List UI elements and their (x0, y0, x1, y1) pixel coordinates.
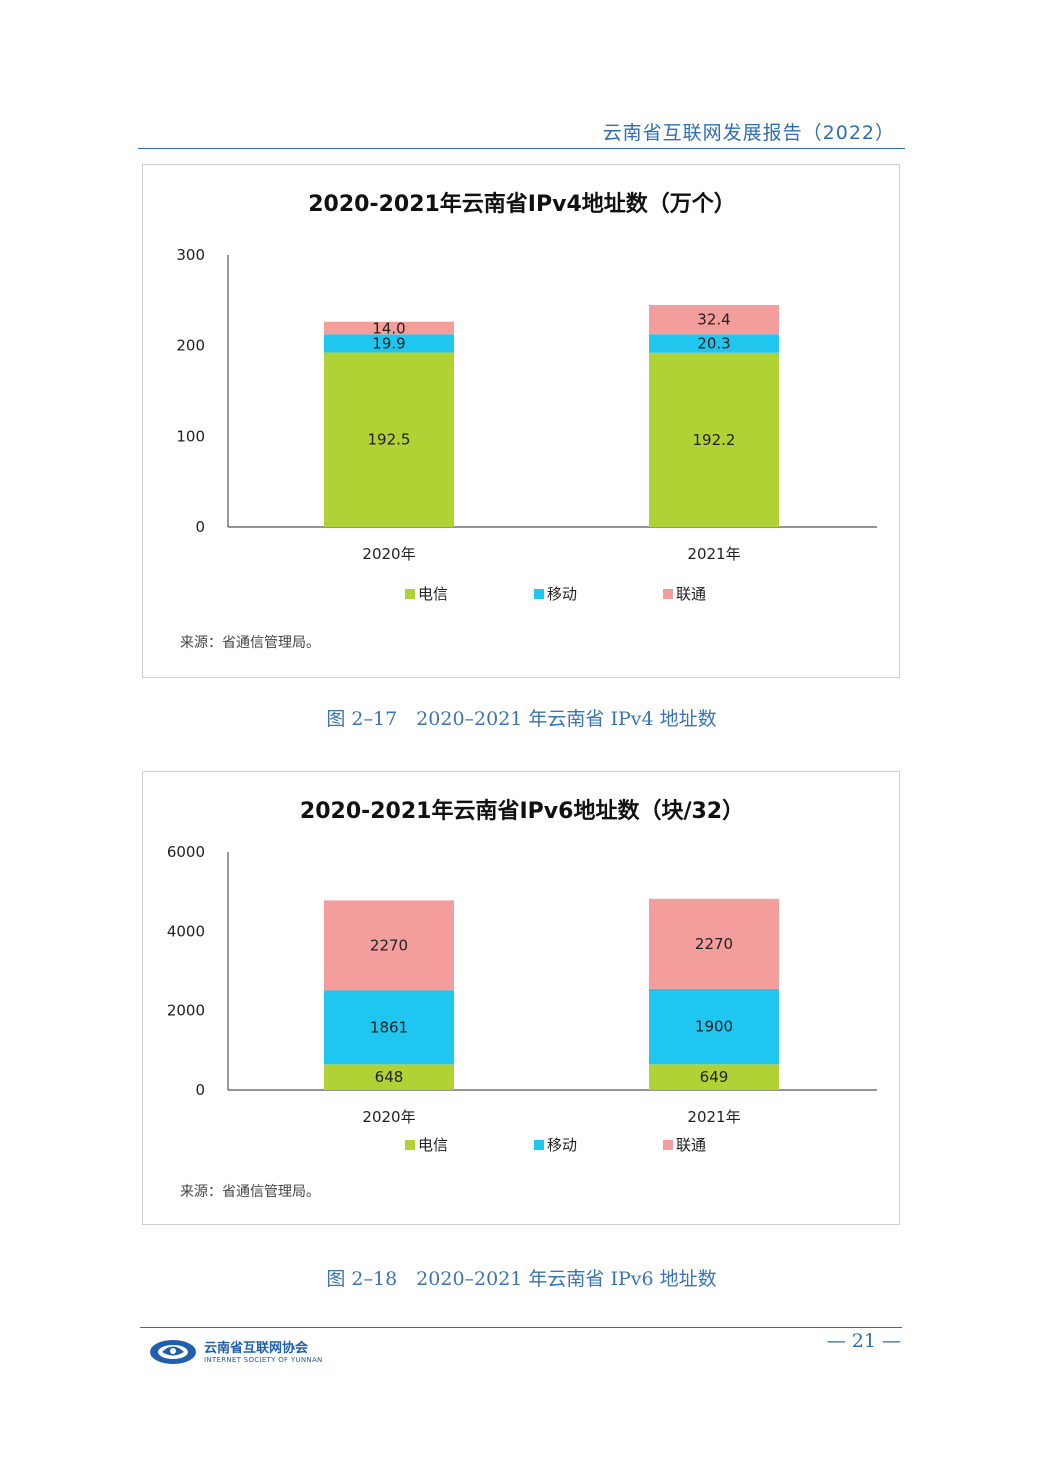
data-label: 1861 (370, 1018, 408, 1036)
society-name-en: INTERNET SOCIETY OF YUNNAN (204, 1356, 323, 1364)
bar-segment-mobile (649, 334, 779, 353)
header-divider (138, 148, 905, 149)
x-category-label: 2020年 (362, 1108, 415, 1126)
data-label: 648 (375, 1068, 404, 1086)
ipv4-chart-panel: 2020-2021年云南省IPv4地址数（万个） 0 100 200 300 192.5 1… (142, 164, 900, 678)
bar-segment-telecom (324, 352, 454, 527)
legend-swatch-unicom (663, 589, 673, 599)
data-label: 649 (700, 1068, 729, 1086)
bar-segment-unicom (649, 898, 779, 989)
bar-segment-unicom (649, 304, 779, 335)
legend-swatch-unicom (663, 1140, 673, 1150)
data-label: 19.9 (372, 334, 405, 352)
y-tick-label: 6000 (167, 843, 205, 861)
y-tick-label: 300 (176, 246, 205, 264)
data-label: 14.0 (372, 320, 405, 338)
data-label: 2270 (370, 936, 408, 954)
data-label: 20.3 (697, 335, 730, 353)
legend-label-mobile: 移动 (547, 1136, 577, 1154)
y-tick-label: 0 (195, 518, 205, 536)
bar-segment-telecom (649, 1064, 779, 1090)
legend-swatch-telecom (405, 1140, 415, 1150)
legend-label-unicom: 联通 (676, 1136, 706, 1154)
bar-segment-unicom (324, 321, 454, 335)
ipv6-figure-caption: 图 2–18 2020–2021 年云南省 IPv6 地址数 (326, 1268, 717, 1290)
bar-segment-telecom (649, 352, 779, 527)
y-tick-label: 2000 (167, 1002, 205, 1020)
source-note: 来源：省通信管理局。 (180, 1184, 320, 1200)
bar-segment-mobile (324, 990, 454, 1065)
x-category-label: 2021年 (687, 1108, 740, 1126)
legend-swatch-mobile (534, 589, 544, 599)
bar-segment-unicom (324, 900, 454, 991)
x-category-label: 2020年 (362, 545, 415, 563)
bar-segment-mobile (324, 334, 454, 353)
data-label: 192.5 (368, 431, 411, 449)
chart-title: 2020-2021年云南省IPv6地址数（块/32） (300, 798, 744, 824)
ipv6-chart: 2020-2021年云南省IPv6地址数（块/32） 0 2000 4000 6000 6… (167, 798, 877, 1200)
y-tick-label: 200 (176, 337, 205, 355)
report-header-title: 云南省互联网发展报告（2022） (602, 122, 895, 144)
y-tick-label: 0 (195, 1081, 205, 1099)
legend-label-mobile: 移动 (547, 585, 577, 603)
y-tick-label: 4000 (167, 922, 205, 940)
chart-title: 2020-2021年云南省IPv4地址数（万个） (308, 191, 736, 217)
society-name-cn: 云南省互联网协会 (204, 1341, 309, 1356)
legend-label-telecom: 电信 (418, 585, 448, 603)
footer-divider (140, 1327, 902, 1328)
ipv4-chart: 2020-2021年云南省IPv4地址数（万个） 0 100 200 300 192.5 1… (176, 191, 877, 651)
bar-segment-mobile (649, 988, 779, 1065)
legend-swatch-mobile (534, 1140, 544, 1150)
bar-segment-telecom (324, 1064, 454, 1090)
data-label: 2270 (695, 935, 733, 953)
source-note: 来源：省通信管理局。 (180, 635, 320, 651)
y-tick-label: 100 (176, 427, 205, 445)
data-label: 192.2 (693, 431, 736, 449)
x-category-label: 2021年 (687, 545, 740, 563)
legend-label-telecom: 电信 (418, 1136, 448, 1154)
society-logo-icon (150, 1340, 196, 1364)
data-label: 1900 (695, 1018, 733, 1036)
legend-label-unicom: 联通 (676, 585, 706, 603)
ipv6-chart-panel: 2020-2021年云南省IPv6地址数（块/32） 0 2000 4000 6000 6… (142, 771, 900, 1225)
page-number: — 21 — (826, 1330, 901, 1352)
ipv4-figure-caption: 图 2–17 2020–2021 年云南省 IPv4 地址数 (326, 708, 717, 730)
data-label: 32.4 (697, 311, 730, 329)
legend-swatch-telecom (405, 589, 415, 599)
